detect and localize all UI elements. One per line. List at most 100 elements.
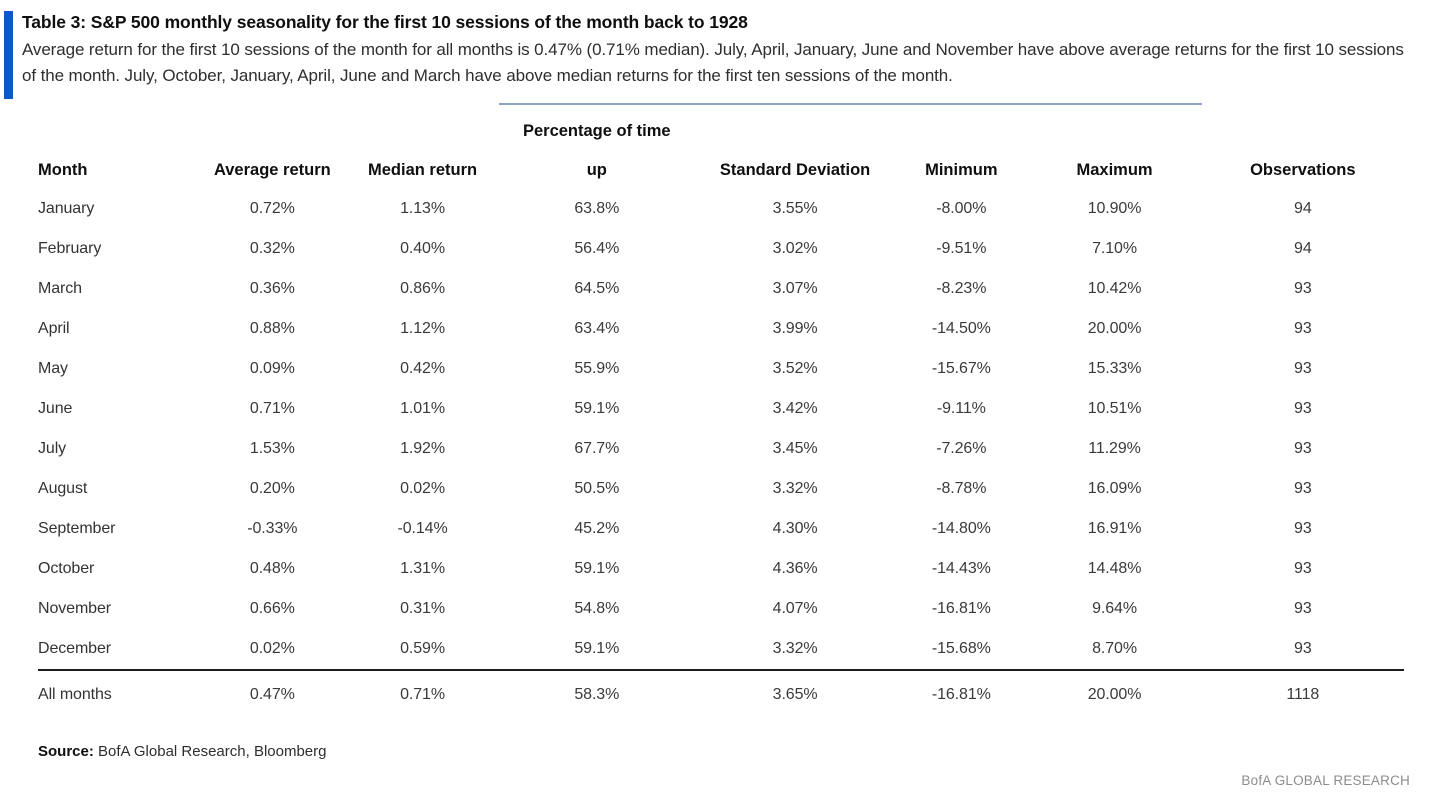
seasonality-table: Percentage of time Month Average return …: [38, 103, 1404, 718]
value-cell: 0.47%: [198, 669, 347, 718]
note-header: Table 3: S&P 500 monthly seasonality for…: [0, 0, 1439, 99]
value-cell: 94: [1294, 200, 1312, 217]
value-cell: -14.80%: [931, 520, 991, 537]
value-cell: 93: [1294, 280, 1312, 297]
value-cell: 0.31%: [400, 600, 445, 617]
group-header-row: Percentage of time: [38, 103, 1404, 142]
value-cell: -8.00%: [936, 200, 987, 217]
value-cell: -16.81%: [895, 669, 1028, 718]
value-cell: 1.13%: [400, 200, 445, 217]
value-cell: 45.2%: [574, 520, 620, 537]
month-cell: May: [38, 360, 68, 377]
value-cell: 8.70%: [1092, 640, 1137, 657]
value-cell: 10.51%: [1087, 400, 1142, 417]
value-cell: 0.02%: [400, 480, 445, 497]
value-cell: -0.33%: [247, 520, 298, 537]
value-cell: 16.09%: [1087, 480, 1142, 497]
table-row: April 0.88% 1.12% 63.4% 3.99% -14.50% 20.00% 93: [38, 309, 1404, 349]
spacer-cell: [1027, 103, 1202, 142]
column-header-month: Month: [38, 161, 88, 179]
value-cell: 11.29%: [1088, 440, 1141, 457]
spacer-cell: [198, 104, 346, 142]
table-row: November 0.66% 0.31% 54.8% 4.07% -16.81% 9.64%…: [38, 589, 1404, 629]
value-cell: 4.30%: [772, 520, 818, 537]
value-cell: 93: [1294, 480, 1312, 497]
value-cell: 0.72%: [249, 200, 295, 217]
spacer-cell: [895, 103, 1028, 142]
value-cell: 93: [1294, 600, 1312, 617]
value-cell: 93: [1294, 520, 1312, 537]
value-cell: 1.12%: [400, 320, 445, 337]
month-cell: All months: [38, 669, 199, 718]
month-cell: November: [38, 600, 112, 617]
column-header-minimum: Minimum: [925, 161, 998, 179]
value-cell: -14.50%: [931, 320, 991, 337]
value-cell: 59.1%: [574, 640, 620, 657]
value-cell: 93: [1294, 360, 1312, 377]
brand-footer: BofA GLOBAL RESEARCH: [1241, 773, 1410, 788]
spacer-cell: [694, 103, 896, 142]
table-row: March 0.36% 0.86% 64.5% 3.07% -8.23% 10.42% 93: [38, 269, 1404, 309]
spacer-cell: [1202, 104, 1404, 142]
value-cell: -8.23%: [936, 280, 987, 297]
column-header-maximum: Maximum: [1076, 161, 1153, 179]
source-text: BofA Global Research, Bloomberg: [93, 743, 327, 760]
value-cell: 3.45%: [772, 440, 818, 457]
value-cell: 0.32%: [249, 240, 295, 257]
value-cell: -7.26%: [936, 440, 987, 457]
value-cell: 9.64%: [1092, 600, 1137, 617]
value-cell: -8.78%: [936, 480, 987, 497]
value-cell: 67.7%: [574, 440, 620, 457]
value-cell: 0.71%: [249, 400, 295, 417]
table-body: January 0.72% 1.13% 63.8% 3.55% -8.00% 10.90% 9…: [38, 189, 1404, 718]
value-cell: -0.14%: [397, 520, 448, 537]
spacer-cell: [38, 104, 198, 142]
value-cell: 59.1%: [574, 560, 620, 577]
column-header-observations: Observations: [1250, 161, 1356, 179]
value-cell: 10.42%: [1087, 280, 1142, 297]
table-row: October 0.48% 1.31% 59.1% 4.36% -14.43% 14.48%…: [38, 549, 1404, 589]
value-cell: 10.90%: [1087, 200, 1142, 217]
value-cell: 4.36%: [772, 560, 818, 577]
total-row: All months 0.47% 0.71% 58.3% 3.65% -16.81% 20.…: [38, 669, 1404, 718]
value-cell: 93: [1294, 560, 1312, 577]
table-row: February 0.32% 0.40% 56.4% 3.02% -9.51% 7.10% 9…: [38, 229, 1404, 269]
source-note: Source: BofA Global Research, Bloomberg: [38, 743, 1439, 760]
value-cell: 0.42%: [400, 360, 445, 377]
value-cell: 55.9%: [574, 360, 620, 377]
value-cell: 63.8%: [574, 200, 620, 217]
month-cell: December: [38, 640, 112, 657]
column-header-median-return: Median return: [367, 161, 478, 179]
value-cell: 1118: [1201, 669, 1404, 718]
table-subtitle: Average return for the first 10 sessions…: [22, 40, 1404, 85]
month-cell: March: [38, 280, 82, 297]
value-cell: -15.68%: [931, 640, 991, 657]
value-cell: 15.33%: [1087, 360, 1142, 377]
month-cell: June: [38, 400, 73, 417]
group-header-percentage-of-time: Percentage of time: [498, 103, 695, 142]
month-cell: September: [38, 520, 116, 537]
value-cell: 54.8%: [574, 600, 620, 617]
value-cell: 0.59%: [400, 640, 445, 657]
value-cell: 3.07%: [772, 280, 818, 297]
value-cell: 3.02%: [772, 240, 818, 257]
value-cell: 1.31%: [400, 560, 445, 577]
table-row: January 0.72% 1.13% 63.8% 3.55% -8.00% 10.90% 9…: [38, 189, 1404, 229]
value-cell: 50.5%: [574, 480, 620, 497]
value-cell: 64.5%: [574, 280, 620, 297]
value-cell: 20.00%: [1027, 669, 1202, 718]
value-cell: 3.52%: [772, 360, 818, 377]
value-cell: 4.07%: [772, 600, 818, 617]
table-row: August 0.20% 0.02% 50.5% 3.32% -8.78% 16.09% 93: [38, 469, 1404, 509]
value-cell: 16.91%: [1087, 520, 1142, 537]
table-row: June 0.71% 1.01% 59.1% 3.42% -9.11% 10.51% 93: [38, 389, 1404, 429]
value-cell: 0.48%: [249, 560, 295, 577]
table-row: May 0.09% 0.42% 55.9% 3.52% -15.67% 15.33% 93: [38, 349, 1404, 389]
value-cell: 0.86%: [400, 280, 445, 297]
month-cell: January: [38, 200, 95, 217]
table-header: Percentage of time Month Average return …: [38, 103, 1404, 189]
spacer-cell: [346, 104, 498, 142]
value-cell: -9.11%: [936, 400, 986, 417]
value-cell: 0.02%: [249, 640, 295, 657]
value-cell: 56.4%: [574, 240, 620, 257]
